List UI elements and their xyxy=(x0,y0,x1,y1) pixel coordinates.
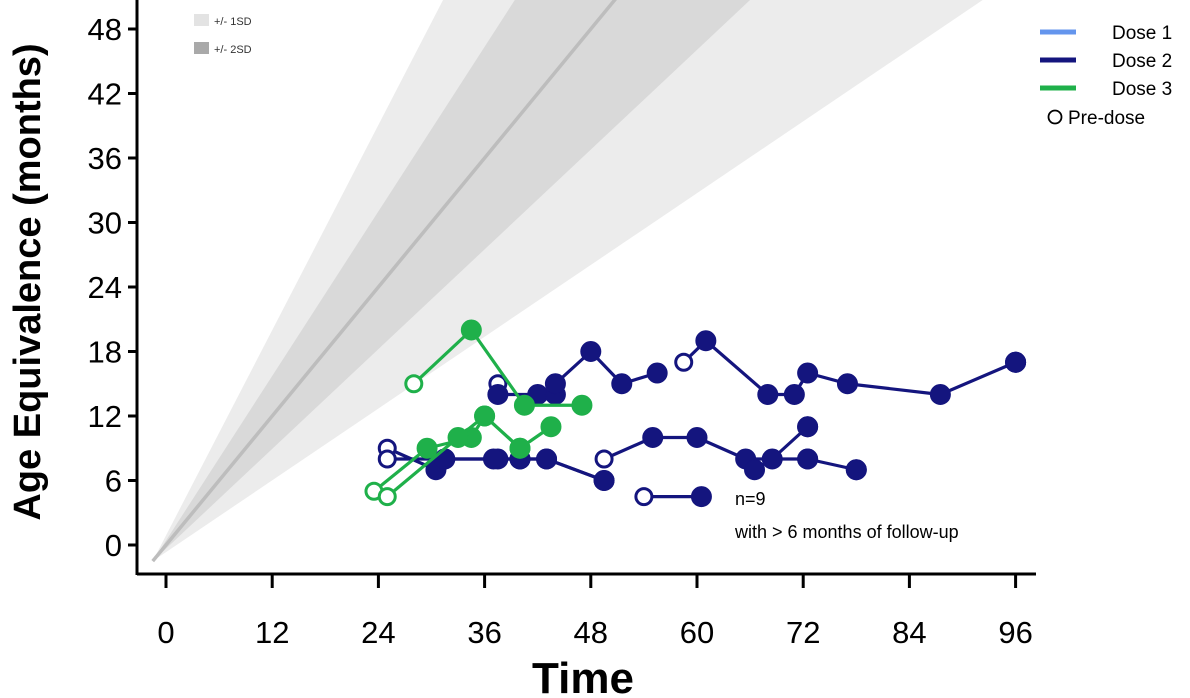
data-point xyxy=(416,437,438,459)
y-tick-label: 24 xyxy=(88,270,122,305)
data-point xyxy=(744,459,766,481)
data-point xyxy=(513,394,535,416)
data-point xyxy=(757,384,779,405)
annotation-n: n=9 xyxy=(735,489,766,509)
y-tick-label: 0 xyxy=(105,528,122,563)
series-layer xyxy=(364,319,1027,508)
legend: Dose 1 Dose 2 Dose 3 Pre-dose xyxy=(1040,23,1172,129)
band-legend-swatch-1sd xyxy=(194,14,209,26)
pre-dose-point xyxy=(377,487,397,507)
data-point xyxy=(611,373,633,395)
x-tick-label: 24 xyxy=(361,615,395,650)
band-legend-swatch-2sd xyxy=(194,42,209,54)
reference-bands xyxy=(151,0,983,563)
series-8 xyxy=(634,486,712,508)
x-tick-label: 48 xyxy=(574,615,608,650)
data-point xyxy=(797,448,819,470)
series-line xyxy=(412,328,582,407)
legend-label-dose-3: Dose 3 xyxy=(1112,79,1172,100)
data-point xyxy=(487,384,509,405)
data-point xyxy=(929,384,951,405)
series-line xyxy=(682,339,1017,397)
data-point xyxy=(783,384,805,405)
band-legend: +/- 1SD +/- 2SD xyxy=(194,14,252,56)
data-point xyxy=(646,362,668,384)
x-axis-ticks: 0 12 24 36 48 60 72 84 96 xyxy=(157,574,1033,650)
series-1 xyxy=(487,341,668,405)
x-tick-label: 0 xyxy=(157,615,174,650)
legend-swatch-pre-dose xyxy=(1047,109,1063,125)
x-tick-label: 12 xyxy=(255,615,289,650)
series-line xyxy=(496,349,658,397)
pre-dose-point xyxy=(594,449,614,469)
data-point xyxy=(1005,351,1027,373)
data-point xyxy=(686,427,708,448)
data-point xyxy=(482,448,504,470)
pre-dose-point xyxy=(404,374,424,394)
x-tick-label: 96 xyxy=(998,615,1032,650)
y-tick-label: 30 xyxy=(88,206,122,241)
typical-development-line xyxy=(151,0,617,563)
pre-dose-point xyxy=(377,449,397,469)
data-point xyxy=(460,319,482,341)
data-point xyxy=(593,470,615,491)
series-2 xyxy=(674,330,1027,405)
series-9 xyxy=(404,319,593,416)
band-2sd xyxy=(152,0,983,562)
data-point xyxy=(695,330,717,352)
y-tick-label: 12 xyxy=(88,399,122,434)
y-axis-title: Age Equivalence (months) xyxy=(7,43,49,520)
legend-label-dose-2: Dose 2 xyxy=(1112,51,1172,72)
x-tick-label: 84 xyxy=(892,615,926,650)
legend-label-dose-1: Dose 1 xyxy=(1112,23,1172,44)
y-tick-label: 6 xyxy=(105,464,122,499)
data-point xyxy=(642,427,664,448)
data-point xyxy=(836,373,858,395)
y-tick-label: 36 xyxy=(88,141,122,176)
legend-label-pre-dose: Pre-dose xyxy=(1068,108,1145,129)
y-axis-ticks: 0 6 12 18 24 30 36 42 48 xyxy=(88,12,137,563)
x-tick-label: 36 xyxy=(467,615,501,650)
band-legend-label-1sd: +/- 1SD xyxy=(214,16,252,28)
series-6 xyxy=(744,416,819,481)
data-point xyxy=(544,373,566,395)
data-point xyxy=(797,362,819,384)
data-point xyxy=(690,486,712,508)
data-point xyxy=(571,394,593,416)
data-point xyxy=(509,437,531,459)
series-11 xyxy=(377,405,562,507)
series-7 xyxy=(797,448,867,481)
band-1sd xyxy=(152,0,751,562)
y-tick-label: 18 xyxy=(88,335,122,370)
y-tick-label: 42 xyxy=(88,77,122,112)
data-point xyxy=(580,341,602,362)
series-4 xyxy=(377,448,615,491)
data-point xyxy=(540,416,562,438)
data-point xyxy=(434,448,456,470)
data-point xyxy=(761,448,783,470)
y-tick-label: 48 xyxy=(88,12,122,47)
data-point xyxy=(797,416,819,438)
pre-dose-point xyxy=(674,352,694,372)
data-point xyxy=(474,405,496,427)
annotation-followup: with > 6 months of follow-up xyxy=(734,522,959,542)
x-tick-label: 60 xyxy=(680,615,714,650)
data-point xyxy=(536,448,558,470)
x-axis-title: Time xyxy=(532,654,634,698)
x-tick-label: 72 xyxy=(786,615,820,650)
band-legend-label-2sd: +/- 2SD xyxy=(214,44,252,56)
pre-dose-point xyxy=(634,487,654,507)
data-point xyxy=(447,427,469,448)
data-point xyxy=(845,459,867,481)
